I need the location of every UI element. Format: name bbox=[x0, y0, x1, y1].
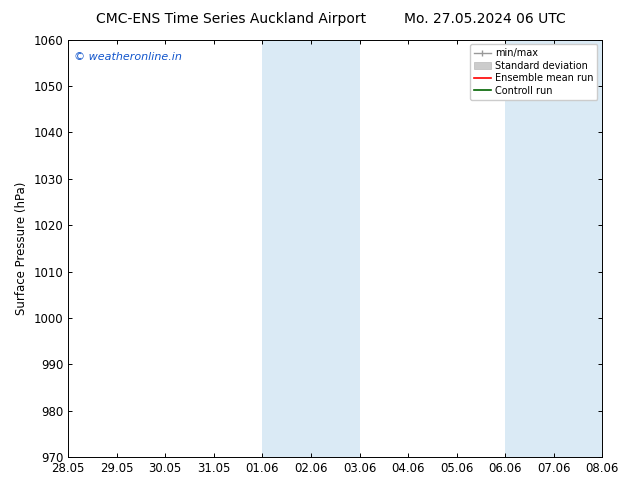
Bar bbox=[505, 40, 602, 457]
Text: Mo. 27.05.2024 06 UTC: Mo. 27.05.2024 06 UTC bbox=[404, 12, 566, 26]
Legend: min/max, Standard deviation, Ensemble mean run, Controll run: min/max, Standard deviation, Ensemble me… bbox=[470, 45, 597, 99]
Text: © weatheronline.in: © weatheronline.in bbox=[74, 52, 181, 62]
Text: CMC-ENS Time Series Auckland Airport: CMC-ENS Time Series Auckland Airport bbox=[96, 12, 366, 26]
Y-axis label: Surface Pressure (hPa): Surface Pressure (hPa) bbox=[15, 182, 28, 315]
Bar bbox=[262, 40, 359, 457]
